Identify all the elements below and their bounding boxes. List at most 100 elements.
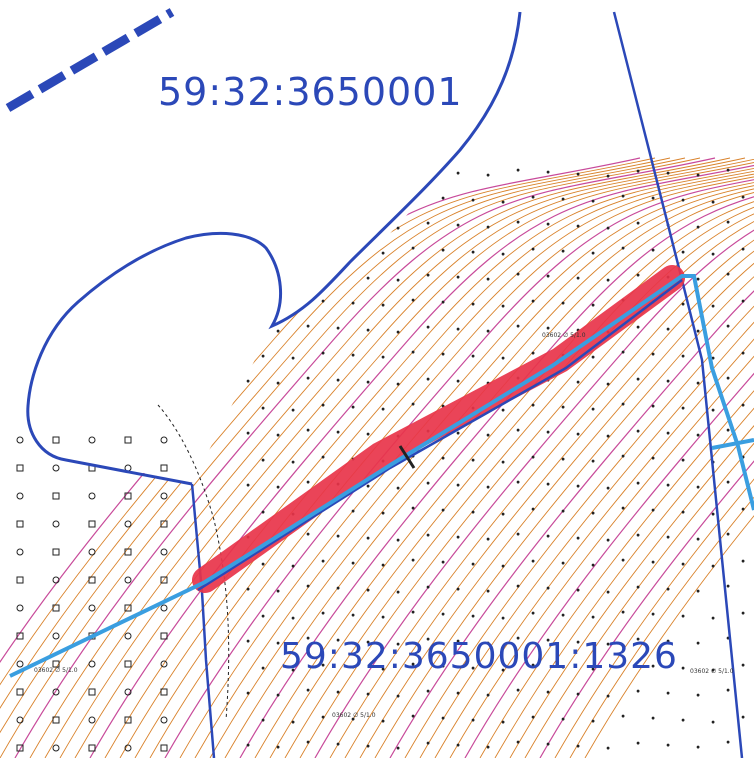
survey-point — [441, 664, 445, 668]
contour-line — [479, 157, 754, 758]
survey-point — [366, 380, 370, 384]
survey-point — [681, 406, 685, 410]
contour-line — [434, 157, 754, 758]
survey-point — [651, 404, 655, 408]
tree-marker — [124, 744, 132, 752]
survey-point — [261, 562, 265, 566]
tree-marker — [52, 492, 60, 500]
survey-point — [636, 689, 640, 693]
survey-point — [426, 689, 430, 693]
survey-point — [351, 509, 355, 513]
survey-point — [351, 249, 355, 253]
survey-point — [531, 715, 535, 719]
survey-point — [261, 354, 265, 358]
survey-point — [576, 172, 580, 176]
survey-point — [396, 486, 400, 490]
survey-point — [576, 224, 580, 228]
survey-point — [426, 741, 430, 745]
contour-line — [359, 157, 754, 758]
survey-point — [411, 506, 415, 510]
survey-point — [741, 351, 745, 355]
contour-line — [0, 157, 656, 758]
survey-point — [576, 536, 580, 540]
survey-point — [621, 558, 625, 562]
survey-point — [321, 195, 325, 199]
survey-point — [516, 324, 520, 328]
survey-point — [546, 482, 550, 486]
survey-point — [366, 536, 370, 540]
survey-point — [666, 431, 670, 435]
survey-point — [531, 299, 535, 303]
survey-point — [291, 460, 295, 464]
survey-point — [666, 483, 670, 487]
contour-line — [464, 157, 754, 758]
quarter-boundary — [26, 11, 522, 486]
survey-point — [726, 480, 730, 484]
survey-point — [306, 688, 310, 692]
tree-marker — [16, 604, 24, 612]
survey-point — [336, 586, 340, 590]
survey-point — [471, 562, 475, 566]
tree-marker — [160, 716, 168, 724]
survey-point — [306, 168, 310, 172]
survey-point — [651, 248, 655, 252]
tree-marker — [16, 520, 24, 528]
tree-marker — [160, 660, 168, 668]
survey-point — [366, 224, 370, 228]
survey-point — [621, 610, 625, 614]
survey-point — [426, 325, 430, 329]
tree-marker — [124, 604, 132, 612]
survey-point — [396, 382, 400, 386]
survey-point — [366, 692, 370, 696]
survey-point — [471, 458, 475, 462]
survey-point — [576, 484, 580, 488]
survey-point — [336, 534, 340, 538]
survey-point — [396, 694, 400, 698]
survey-point — [426, 533, 430, 537]
survey-point — [741, 715, 745, 719]
survey-point — [621, 402, 625, 406]
survey-point — [546, 274, 550, 278]
survey-point — [561, 301, 565, 305]
road-branch — [711, 438, 754, 450]
survey-point — [456, 275, 460, 279]
survey-point — [576, 692, 580, 696]
survey-point — [516, 740, 520, 744]
survey-point — [546, 222, 550, 226]
survey-point — [411, 558, 415, 562]
survey-point — [306, 376, 310, 380]
survey-point — [246, 639, 250, 643]
tree-marker — [88, 576, 96, 584]
survey-point — [306, 480, 310, 484]
survey-point — [306, 272, 310, 276]
survey-point — [636, 429, 640, 433]
survey-point — [381, 667, 385, 671]
survey-point — [276, 329, 280, 333]
survey-point — [396, 590, 400, 594]
survey-point — [321, 299, 325, 303]
contour-line — [89, 157, 754, 758]
survey-point — [456, 327, 460, 331]
survey-point — [606, 174, 610, 178]
survey-point — [546, 586, 550, 590]
survey-point — [606, 642, 610, 646]
survey-point — [381, 511, 385, 515]
survey-point — [621, 454, 625, 458]
survey-point — [711, 668, 715, 672]
survey-point — [726, 324, 730, 328]
survey-point — [276, 641, 280, 645]
dashed-boundary-line — [5, 8, 175, 112]
survey-point — [576, 588, 580, 592]
survey-point — [576, 640, 580, 644]
survey-point — [351, 353, 355, 357]
tree-marker — [52, 716, 60, 724]
survey-point — [291, 720, 295, 724]
survey-point — [531, 195, 535, 199]
survey-point — [531, 611, 535, 615]
survey-point — [606, 694, 610, 698]
survey-point — [426, 169, 430, 173]
survey-point — [411, 610, 415, 614]
tree-marker — [160, 632, 168, 640]
tree-marker — [16, 716, 24, 724]
tree-marker — [124, 576, 132, 584]
